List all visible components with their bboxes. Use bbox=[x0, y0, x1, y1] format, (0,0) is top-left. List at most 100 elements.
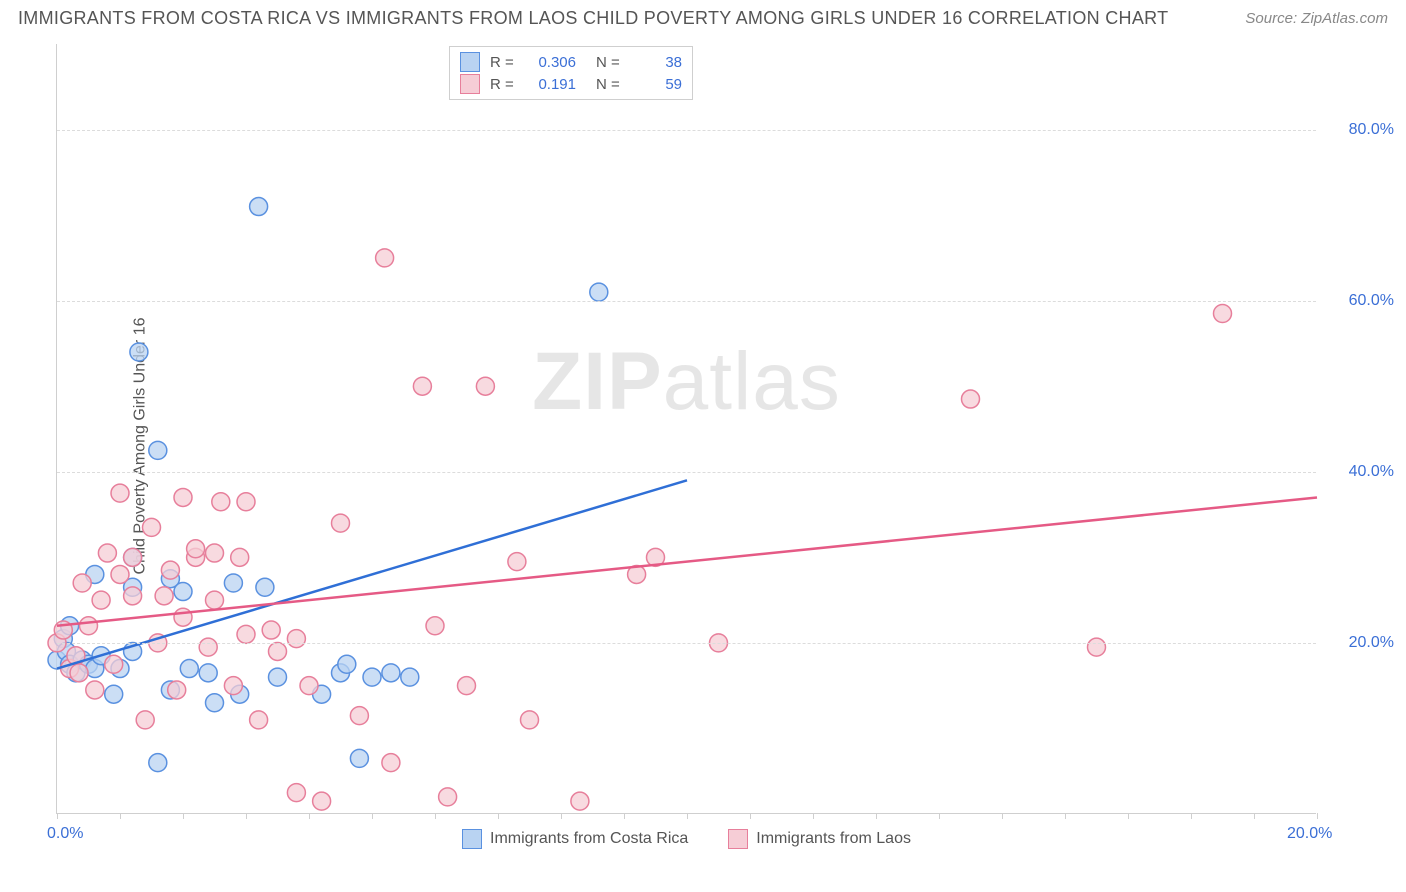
scatter-point-laos bbox=[124, 548, 142, 566]
y-tick-label: 60.0% bbox=[1349, 292, 1394, 310]
scatter-point-laos bbox=[111, 484, 129, 502]
scatter-point-costa_rica bbox=[256, 578, 274, 596]
scatter-point-laos bbox=[206, 544, 224, 562]
x-tick-mark bbox=[246, 813, 247, 819]
x-tick-mark bbox=[813, 813, 814, 819]
scatter-point-laos bbox=[224, 677, 242, 695]
gridline bbox=[57, 130, 1316, 131]
scatter-point-laos bbox=[92, 591, 110, 609]
scatter-point-costa_rica bbox=[250, 198, 268, 216]
scatter-point-laos bbox=[199, 638, 217, 656]
scatter-point-costa_rica bbox=[149, 754, 167, 772]
scatter-point-costa_rica bbox=[224, 574, 242, 592]
scatter-point-laos bbox=[458, 677, 476, 695]
scatter-point-laos bbox=[350, 707, 368, 725]
x-tick-mark bbox=[750, 813, 751, 819]
x-tick-mark bbox=[498, 813, 499, 819]
scatter-point-costa_rica bbox=[338, 655, 356, 673]
scatter-point-laos bbox=[174, 488, 192, 506]
scatter-point-laos bbox=[237, 493, 255, 511]
scatter-point-laos bbox=[1088, 638, 1106, 656]
scatter-point-laos bbox=[521, 711, 539, 729]
source-name: ZipAtlas.com bbox=[1301, 10, 1388, 27]
scatter-point-laos bbox=[237, 625, 255, 643]
x-tick-mark bbox=[57, 813, 58, 819]
trendline-costa_rica bbox=[57, 480, 687, 668]
gridline bbox=[57, 301, 1316, 302]
y-tick-label: 40.0% bbox=[1349, 463, 1394, 481]
legend-swatch-laos bbox=[728, 829, 748, 849]
scatter-point-laos bbox=[262, 621, 280, 639]
x-tick-mark bbox=[1002, 813, 1003, 819]
scatter-point-laos bbox=[86, 681, 104, 699]
legend-stat-row-costa_rica: R =0.306N =38 bbox=[460, 51, 682, 73]
correlation-legend: R =0.306N =38R =0.191N =59 bbox=[449, 46, 693, 100]
gridline bbox=[57, 472, 1316, 473]
x-tick-mark bbox=[120, 813, 121, 819]
x-tick-mark bbox=[561, 813, 562, 819]
scatter-point-laos bbox=[168, 681, 186, 699]
scatter-point-laos bbox=[300, 677, 318, 695]
chart-title: IMMIGRANTS FROM COSTA RICA VS IMMIGRANTS… bbox=[18, 8, 1168, 29]
scatter-point-laos bbox=[136, 711, 154, 729]
x-tick-mark bbox=[1128, 813, 1129, 819]
scatter-point-costa_rica bbox=[269, 668, 287, 686]
r-label: R = bbox=[490, 76, 518, 93]
legend-swatch-laos bbox=[460, 74, 480, 94]
x-tick-mark bbox=[1317, 813, 1318, 819]
scatter-point-laos bbox=[476, 377, 494, 395]
n-label: N = bbox=[596, 54, 624, 71]
r-label: R = bbox=[490, 54, 518, 71]
scatter-point-costa_rica bbox=[199, 664, 217, 682]
scatter-point-costa_rica bbox=[206, 694, 224, 712]
legend-swatch-costa_rica bbox=[460, 52, 480, 72]
x-tick-mark bbox=[435, 813, 436, 819]
n-value-costa_rica: 38 bbox=[634, 54, 682, 71]
scatter-point-laos bbox=[1214, 305, 1232, 323]
gridline bbox=[57, 643, 1316, 644]
scatter-point-laos bbox=[313, 792, 331, 810]
scatter-point-costa_rica bbox=[174, 583, 192, 601]
scatter-point-laos bbox=[413, 377, 431, 395]
scatter-point-laos bbox=[174, 608, 192, 626]
x-tick-mark bbox=[624, 813, 625, 819]
legend-item-laos: Immigrants from Laos bbox=[728, 829, 911, 849]
x-tick-label: 0.0% bbox=[47, 825, 83, 843]
source-attribution: Source: ZipAtlas.com bbox=[1245, 10, 1388, 27]
x-tick-mark bbox=[1254, 813, 1255, 819]
scatter-point-laos bbox=[111, 565, 129, 583]
scatter-point-laos bbox=[161, 561, 179, 579]
x-tick-label: 20.0% bbox=[1287, 825, 1332, 843]
x-tick-mark bbox=[939, 813, 940, 819]
x-tick-mark bbox=[183, 813, 184, 819]
scatter-point-laos bbox=[212, 493, 230, 511]
chart-plot-area: ZIPatlas R =0.306N =38R =0.191N =59 Immi… bbox=[56, 44, 1316, 814]
scatter-point-laos bbox=[105, 655, 123, 673]
scatter-point-laos bbox=[143, 518, 161, 536]
x-tick-mark bbox=[372, 813, 373, 819]
legend-stat-row-laos: R =0.191N =59 bbox=[460, 73, 682, 95]
scatter-point-laos bbox=[287, 784, 305, 802]
scatter-point-laos bbox=[73, 574, 91, 592]
scatter-point-laos bbox=[187, 540, 205, 558]
x-tick-mark bbox=[309, 813, 310, 819]
scatter-point-costa_rica bbox=[130, 343, 148, 361]
x-tick-mark bbox=[1191, 813, 1192, 819]
scatter-point-laos bbox=[155, 587, 173, 605]
scatter-point-laos bbox=[124, 587, 142, 605]
scatter-point-laos bbox=[287, 630, 305, 648]
scatter-point-laos bbox=[426, 617, 444, 635]
scatter-point-laos bbox=[439, 788, 457, 806]
n-label: N = bbox=[596, 76, 624, 93]
y-tick-label: 80.0% bbox=[1349, 121, 1394, 139]
x-tick-mark bbox=[1065, 813, 1066, 819]
scatter-point-laos bbox=[962, 390, 980, 408]
r-value-laos: 0.191 bbox=[528, 76, 576, 93]
scatter-point-costa_rica bbox=[401, 668, 419, 686]
scatter-point-laos bbox=[70, 664, 88, 682]
legend-swatch-costa_rica bbox=[462, 829, 482, 849]
scatter-point-costa_rica bbox=[149, 441, 167, 459]
scatter-point-costa_rica bbox=[590, 283, 608, 301]
scatter-point-laos bbox=[269, 642, 287, 660]
legend-label-laos: Immigrants from Laos bbox=[756, 830, 911, 848]
